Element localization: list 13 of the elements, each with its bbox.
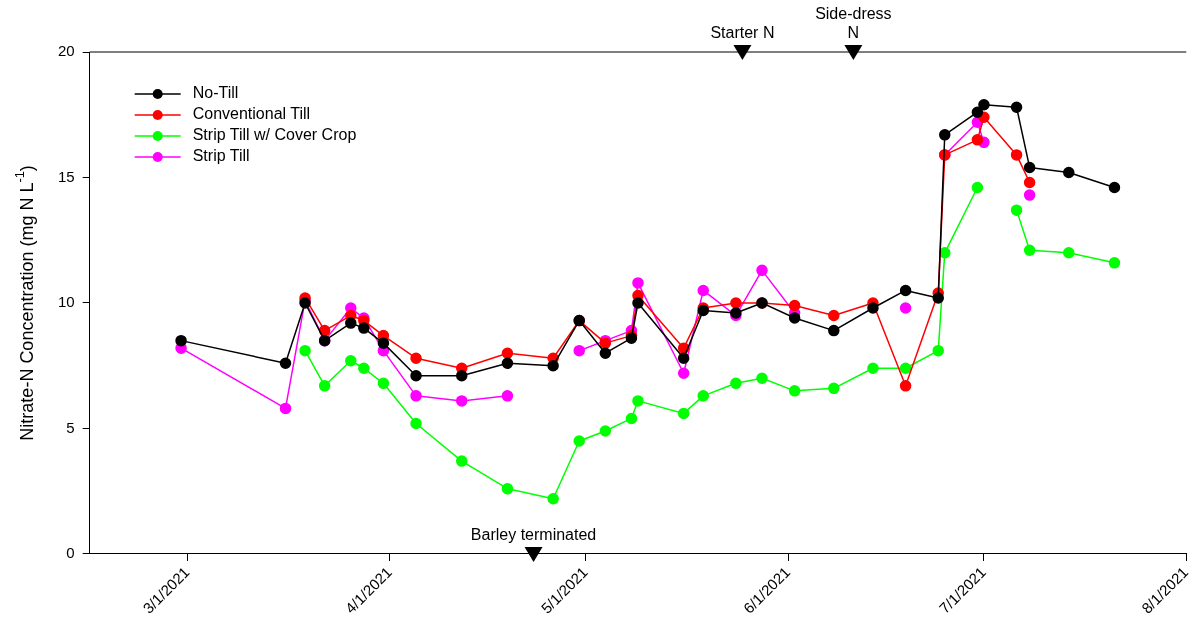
y-axis-title: Nitrate-N Concentration (mg N L-1) bbox=[13, 165, 37, 441]
annotation: Side-dress N bbox=[815, 5, 892, 42]
legend-label: Conventional Till bbox=[192, 105, 311, 123]
y-tick-label: 5 bbox=[66, 418, 75, 436]
legend-label: No-Till bbox=[192, 84, 239, 102]
legend-label: Strip Till bbox=[192, 147, 250, 165]
annotation: Starter N bbox=[710, 24, 775, 42]
y-tick-label: 20 bbox=[58, 42, 75, 60]
legend-label: Strip Till w/ Cover Crop bbox=[192, 126, 357, 144]
y-tick-label: 0 bbox=[66, 544, 75, 562]
y-tick-label: 15 bbox=[58, 167, 75, 185]
annotation: Barley terminated bbox=[470, 526, 597, 544]
y-tick-label: 10 bbox=[58, 293, 75, 311]
